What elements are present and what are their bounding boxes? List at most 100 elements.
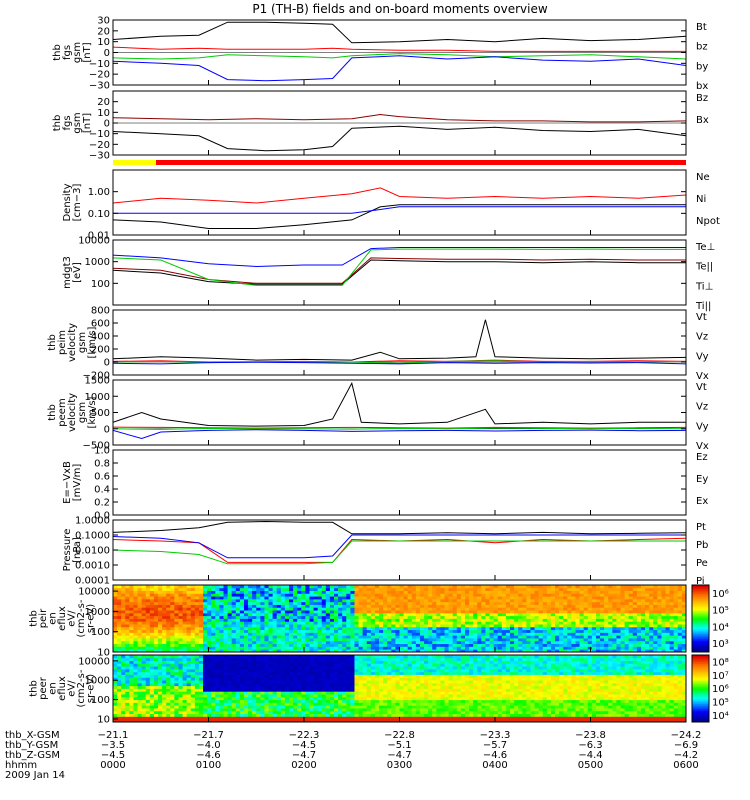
legend-Pe: Pe [696,558,708,569]
legend-Pb: Pb [696,540,708,551]
legend-Vx: Vx [696,371,709,382]
y-axis-label-line: [km/s] [87,396,98,428]
colorbar-tick-label: 10⁴ [712,711,729,722]
x-tick-value: −3.5 [101,740,125,751]
y-axis-label-line: thb [29,680,40,697]
panel-frame [112,379,687,446]
series-group [113,247,686,286]
colorbar-tick-label: 10⁸ [712,657,729,668]
y-axis-label-line: fgs [62,45,73,60]
legend-Npot: Npot [696,216,720,227]
y-tick-label: 200 [91,345,110,356]
x-tick-value: −4.0 [196,740,220,751]
y-axis-label-line: gsm [72,112,83,133]
y-axis-label-line: Density [62,183,73,221]
y-axis-label: thb fgs gsm [nT] [52,112,93,133]
series-group [113,381,686,440]
legend-Te||: Te|| [695,262,713,273]
legend-Vt: Vt [696,382,707,393]
y-tick-label: 0.0100 [75,546,110,557]
y-axis-label-line: peem [57,398,68,426]
panel-10: 10000100010010thbpeerenefluxeV/(cm2-s-sr… [29,654,729,725]
y-axis-label-line: eflux [57,606,68,631]
panel-5: 800 600 400 200 0 −200 thb peim velocity gsm [km/s… [47,306,709,383]
series-Vx-line [113,429,686,440]
status-bar [113,160,687,165]
series-Bt-line [113,21,686,44]
status-segment [155,160,687,165]
y-tick-label: 0.0010 [75,561,110,572]
colorbar-tick-label: 10⁴ [712,622,729,633]
y-tick-label: 30 [97,16,110,27]
y-tick-label: 0 [104,424,110,435]
y-tick-label: 100 [91,695,110,706]
y-axis-label-line: [mV/m] [72,464,83,502]
series-Pi-line [113,534,686,559]
legend-Ey: Ey [696,474,708,485]
panel-9: 10000100010010thbpeirenefluxeV/(cm2-s-sr… [29,584,729,659]
colorbar-tick-label: 10⁵ [712,698,729,709]
legend-Vx: Vx [696,441,709,452]
y-axis-label-line: peir [38,608,49,628]
legend-bz: bz [696,42,708,53]
legend-Bt: Bt [696,22,707,33]
series-group [113,520,686,565]
y-tick-label: 0.0001 [75,576,110,587]
y-tick-label: 20 [97,26,110,37]
x-tick-value: −22.3 [289,730,320,741]
y-tick-label: 0.10 [88,209,110,220]
y-tick-label: 0.4 [94,485,110,496]
legend-by: by [696,61,708,72]
x-tick-value: −5.1 [387,740,411,751]
legend-Ti||: Ti|| [695,301,711,312]
panel-4: 10000 1000 100 mdgt3 [eV] Te⊥ Te|| Ti⊥ Ti|| [62,236,715,313]
y-axis-label-line: thb [47,334,58,351]
date-label: 2009 Jan 14 [5,770,65,781]
x-tick-value: 0100 [196,760,221,771]
legend-Vt: Vt [696,312,707,323]
y-tick-label: 10000 [78,236,110,247]
series-group [113,21,686,82]
y-axis-label: mdgt3 [eV] [62,256,83,289]
x-row-label: thb_X-GSM [5,730,60,741]
y-axis-label: thb peim velocity gsm [km/s] [47,323,98,362]
y-axis-label-line: E=−VxB [62,461,73,504]
legend-Bz: Bz [696,93,708,104]
series-Ti⊥-line [113,247,686,268]
y-tick-label: 100 [91,279,110,290]
colorbar-tick-label: 10⁵ [712,606,729,617]
y-tick-label: 400 [91,332,110,343]
colorbar-tick-label: 10⁶ [712,684,729,695]
series-by-line [113,53,686,60]
legend-Vz: Vz [696,332,708,343]
legend-Vy: Vy [696,421,709,432]
panel-3: 1.00 0.10 0.01 Density [cm−3] Ne Ni Npot [62,169,720,242]
x-tick-value: −23.8 [575,730,606,741]
x-row-3: thb_Z-GSM −4.5 −4.6 −4.7 −4.7 −4.6 −4.4 −4.2 [5,750,698,761]
y-tick-label: 100 [91,627,110,638]
x-tick-value: 0400 [482,760,507,771]
y-tick-label: 10 [97,108,110,119]
colorbar-tick-label: 10⁷ [712,671,729,682]
x-tick-value: −21.1 [98,730,129,741]
y-axis-label-line: thb [29,610,40,627]
y-axis-label-line: eV/ [67,610,78,627]
series-group [113,319,686,365]
x-tick-value: −6.9 [674,740,698,751]
y-tick-label: −30 [89,151,110,162]
series-Pt-line [113,520,686,535]
legend-Bx: Bx [696,115,709,126]
x-tick-value: −4.6 [196,750,220,761]
colorbar-tick-label: 10³ [712,639,729,650]
y-tick-label: 0 [104,48,110,59]
y-axis-label-line: Pressure [62,529,73,572]
series-Bx-line [113,125,686,152]
x-tick-value: −5.7 [483,740,507,751]
panel-frame [112,519,687,581]
y-tick-label: 0.0 [94,511,110,522]
panel-frame [112,239,687,306]
